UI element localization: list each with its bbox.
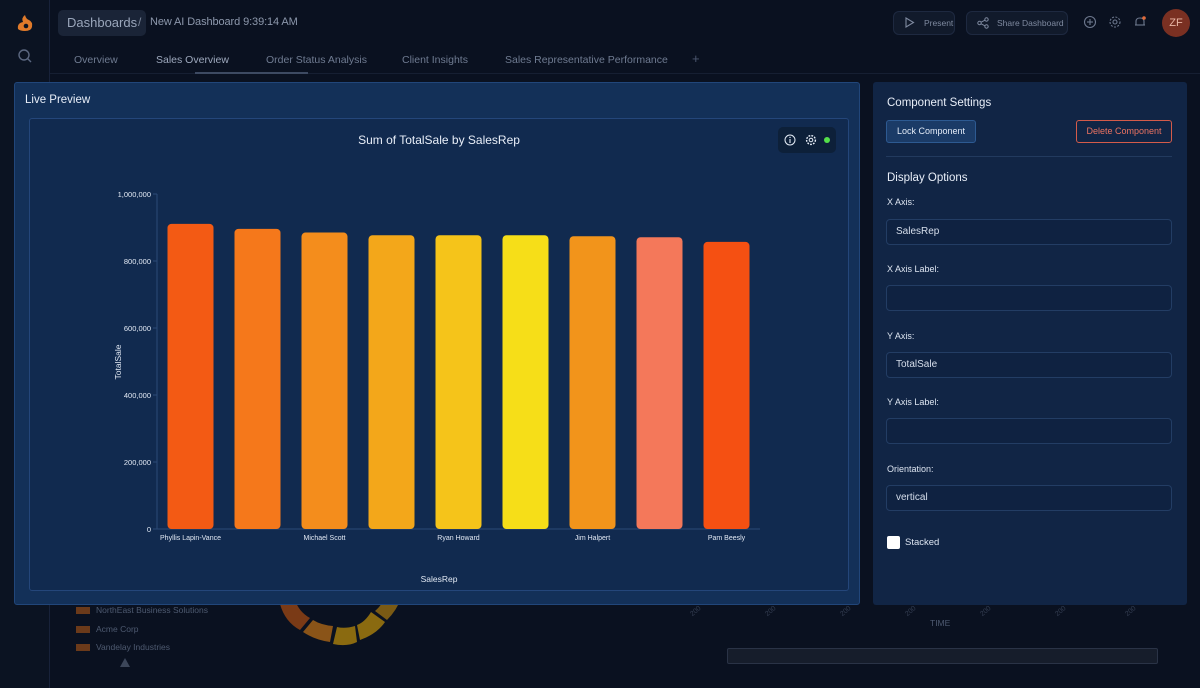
x-axis-title: SalesRep — [421, 574, 458, 584]
dashboard-title: New AI Dashboard 9:39:14 AM — [150, 16, 298, 28]
stacked-label: Stacked — [905, 537, 940, 548]
chart-bar[interactable] — [368, 235, 415, 529]
logo-icon[interactable] — [14, 12, 36, 34]
y-tick-label: 400,000 — [124, 391, 151, 400]
dashboards-breadcrumb[interactable]: Dashboards — [58, 10, 147, 36]
legend-item: NorthEast Business Solutions — [76, 605, 208, 615]
time-axis-label: TIME — [930, 618, 951, 628]
top-bar: Dashboards / New AI Dashboard 9:39:14 AM… — [50, 0, 1200, 46]
share-icon — [977, 17, 989, 29]
component-settings-title: Component Settings — [887, 97, 992, 109]
search-icon[interactable] — [17, 48, 33, 64]
tab-client-insights[interactable]: Client Insights — [402, 54, 468, 66]
chart-bar[interactable] — [703, 241, 750, 529]
chart-bar[interactable] — [636, 237, 683, 529]
x-tick-label: Pam Beesly — [708, 535, 746, 542]
legend-item: Acme Corp — [76, 624, 139, 634]
notifications-bell-icon[interactable] — [1133, 15, 1147, 29]
status-indicator-dot — [824, 137, 830, 143]
legend-item: Vandelay Industries — [76, 642, 170, 652]
x-tick-label: Ryan Howard — [437, 535, 480, 542]
live-preview-panel: Live Preview Sum of TotalSale by SalesRe… — [14, 82, 860, 605]
user-avatar[interactable]: ZF — [1162, 9, 1190, 37]
info-icon[interactable] — [784, 134, 796, 146]
x-axis-label-label: X Axis Label: — [887, 264, 940, 274]
add-circle-icon[interactable] — [1083, 15, 1097, 29]
y-axis-label-label: Y Axis Label: — [887, 397, 939, 407]
background-tick: 200 — [1124, 605, 1138, 618]
share-label: Share Dashboard — [997, 18, 1064, 28]
chart-bar[interactable] — [301, 232, 348, 529]
x-axis-label-input[interactable] — [886, 285, 1172, 311]
x-tick-label: Jim Halpert — [575, 535, 610, 542]
time-range-slider[interactable] — [727, 648, 1158, 664]
bar-chart: Sum of TotalSale by SalesRep 0 200,000 400… — [113, 133, 760, 584]
chart-bar[interactable] — [234, 228, 281, 529]
present-label: Present — [924, 18, 954, 28]
y-tick-label: 800,000 — [124, 257, 151, 266]
background-tick: 200 — [1054, 605, 1068, 618]
x-axis-input[interactable]: SalesRep — [886, 219, 1172, 245]
play-icon — [905, 17, 915, 28]
chart-bar[interactable] — [502, 235, 549, 529]
y-axis-title: TotalSale — [113, 344, 123, 379]
chart-card: Sum of TotalSale by SalesRep 0 200,000 400… — [29, 118, 849, 591]
add-tab-button[interactable]: + — [692, 51, 700, 66]
present-button[interactable]: Present — [893, 11, 955, 35]
chart-toolbar — [778, 127, 836, 153]
y-axis-label-input[interactable] — [886, 418, 1172, 444]
y-axis-label: Y Axis: — [887, 331, 915, 341]
background-tick: 200 — [689, 605, 703, 618]
background-tick: 200 — [764, 605, 778, 618]
chart-bar[interactable] — [167, 223, 214, 529]
dashboard-tabs: Overview Sales Overview Order Status Ana… — [50, 46, 1200, 74]
chart-bar[interactable] — [569, 236, 616, 529]
background-tick: 200 — [839, 605, 853, 618]
x-tick-label: Michael Scott — [303, 535, 345, 542]
tab-order-status-analysis[interactable]: Order Status Analysis — [266, 54, 367, 66]
y-tick-label: 600,000 — [124, 324, 151, 333]
chart-title: Sum of TotalSale by SalesRep — [358, 133, 520, 147]
x-tick-label: Phyllis Lapin-Vance — [160, 535, 221, 542]
live-preview-title: Live Preview — [25, 94, 91, 106]
background-tick: 200 — [904, 605, 918, 618]
y-tick-label: 200,000 — [124, 458, 151, 467]
orientation-label: Orientation: — [887, 464, 934, 474]
orientation-select[interactable]: vertical — [886, 485, 1172, 511]
settings-gear-icon[interactable] — [1108, 15, 1122, 29]
delete-component-button[interactable]: Delete Component — [1076, 120, 1172, 143]
breadcrumb-separator: / — [138, 15, 142, 29]
tab-sales-overview[interactable]: Sales Overview — [156, 54, 229, 66]
chart-bar[interactable] — [435, 235, 482, 529]
x-axis-label: X Axis: — [887, 197, 915, 207]
tab-sales-representative-performance[interactable]: Sales Representative Performance — [505, 54, 668, 66]
lock-component-button[interactable]: Lock Component — [886, 120, 976, 143]
share-dashboard-button[interactable]: Share Dashboard — [966, 11, 1068, 35]
y-tick-label: 1,000,000 — [118, 190, 151, 199]
tab-overview[interactable]: Overview — [74, 54, 118, 66]
y-axis-input[interactable]: TotalSale — [886, 352, 1172, 378]
chart-settings-gear-icon[interactable] — [805, 134, 817, 146]
active-tab-indicator — [195, 72, 308, 74]
background-tick: 200 — [979, 605, 993, 618]
divider — [886, 156, 1172, 157]
component-settings-panel: Component Settings Lock Component Delete… — [873, 82, 1187, 605]
display-options-title: Display Options — [887, 172, 968, 184]
y-tick-label: 0 — [147, 525, 151, 534]
collapse-arrow-icon[interactable] — [120, 658, 130, 667]
stacked-checkbox[interactable] — [887, 536, 900, 549]
